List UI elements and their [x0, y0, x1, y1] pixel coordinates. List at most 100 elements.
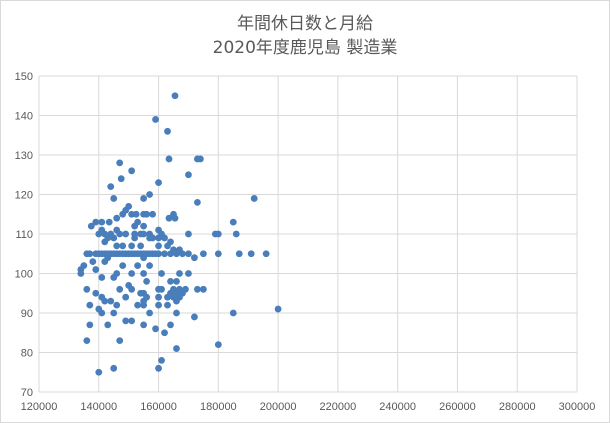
data-point [274, 305, 282, 313]
data-point [86, 250, 94, 258]
data-point [185, 171, 192, 179]
data-point [132, 210, 140, 218]
data-point [214, 230, 222, 238]
data-point [167, 321, 174, 329]
data-point [140, 321, 148, 329]
data-point [199, 285, 207, 293]
data-point [128, 285, 136, 293]
data-point [143, 210, 151, 218]
data-points [77, 92, 282, 376]
data-point [176, 270, 183, 277]
data-point [83, 337, 91, 345]
data-point [140, 195, 148, 202]
data-point [128, 270, 136, 277]
data-point [171, 214, 179, 222]
data-point [152, 325, 159, 333]
data-point [161, 234, 168, 242]
data-point [110, 364, 118, 372]
gridlines [38, 75, 578, 393]
data-point [107, 183, 115, 191]
x-tick-label: 140000 [80, 401, 117, 413]
y-tick-label: 130 [15, 150, 33, 162]
data-point [158, 270, 165, 277]
x-tick-label: 280000 [499, 401, 536, 413]
data-point [185, 250, 192, 258]
y-axis-tick-labels: 70 80 90 100 110 120 130 140 150 [15, 71, 33, 399]
data-point [155, 234, 162, 242]
data-point [173, 278, 180, 285]
data-point [98, 218, 106, 226]
data-point [146, 309, 153, 317]
data-point [262, 250, 270, 258]
x-tick-label: 220000 [320, 401, 357, 413]
x-tick-label: 260000 [439, 401, 476, 413]
data-point [116, 159, 124, 167]
data-point [250, 195, 258, 202]
data-point [247, 250, 255, 258]
data-point [214, 250, 222, 258]
data-point [128, 242, 136, 250]
data-point [87, 222, 95, 230]
data-point [134, 301, 142, 309]
data-point [117, 175, 125, 183]
data-point [155, 293, 162, 301]
x-tick-label: 120000 [21, 401, 58, 413]
data-point [131, 234, 139, 242]
data-point [229, 309, 237, 317]
data-point [119, 210, 127, 218]
data-point [140, 270, 148, 277]
data-point [107, 297, 115, 305]
data-point [113, 242, 121, 250]
data-point [185, 270, 192, 277]
data-point [101, 238, 109, 246]
data-point [131, 222, 139, 230]
x-axis-tick-labels: 120000 140000 160000 180000 200000 220000 2400… [21, 401, 596, 413]
data-point [116, 230, 124, 238]
data-point [167, 278, 174, 285]
data-point [128, 167, 136, 175]
data-point [149, 234, 156, 242]
data-point [164, 301, 171, 309]
data-point [83, 285, 91, 293]
data-point [140, 222, 148, 230]
data-point [194, 199, 201, 206]
data-point [113, 214, 121, 222]
data-point [101, 258, 109, 266]
data-point [161, 329, 168, 337]
data-point [155, 250, 162, 258]
data-point [95, 368, 103, 376]
data-point [214, 341, 222, 348]
chart-title: 年間休日数と月給 [237, 14, 373, 34]
data-point [104, 321, 112, 329]
data-point [95, 230, 103, 238]
data-point [77, 270, 85, 277]
data-point [140, 230, 148, 238]
data-point [92, 289, 100, 297]
data-point [137, 242, 145, 250]
data-point [171, 92, 179, 100]
data-point [167, 250, 174, 258]
data-point [92, 266, 100, 273]
data-point [191, 254, 198, 262]
data-point [140, 254, 148, 262]
data-point [105, 218, 113, 226]
data-point [173, 250, 180, 258]
data-point [185, 230, 192, 238]
x-tick-label: 300000 [559, 401, 596, 413]
data-point [235, 250, 243, 258]
data-point [101, 297, 109, 305]
data-point [86, 321, 94, 329]
data-point [146, 262, 153, 269]
y-tick-label: 150 [15, 71, 33, 83]
data-point [122, 230, 130, 238]
y-tick-label: 120 [15, 190, 33, 202]
y-tick-label: 80 [21, 348, 33, 360]
data-point [140, 301, 148, 309]
data-point [89, 258, 97, 266]
data-point [194, 285, 201, 293]
data-point [155, 242, 162, 250]
data-point [191, 313, 198, 321]
x-tick-label: 240000 [379, 401, 416, 413]
data-point [134, 262, 142, 269]
